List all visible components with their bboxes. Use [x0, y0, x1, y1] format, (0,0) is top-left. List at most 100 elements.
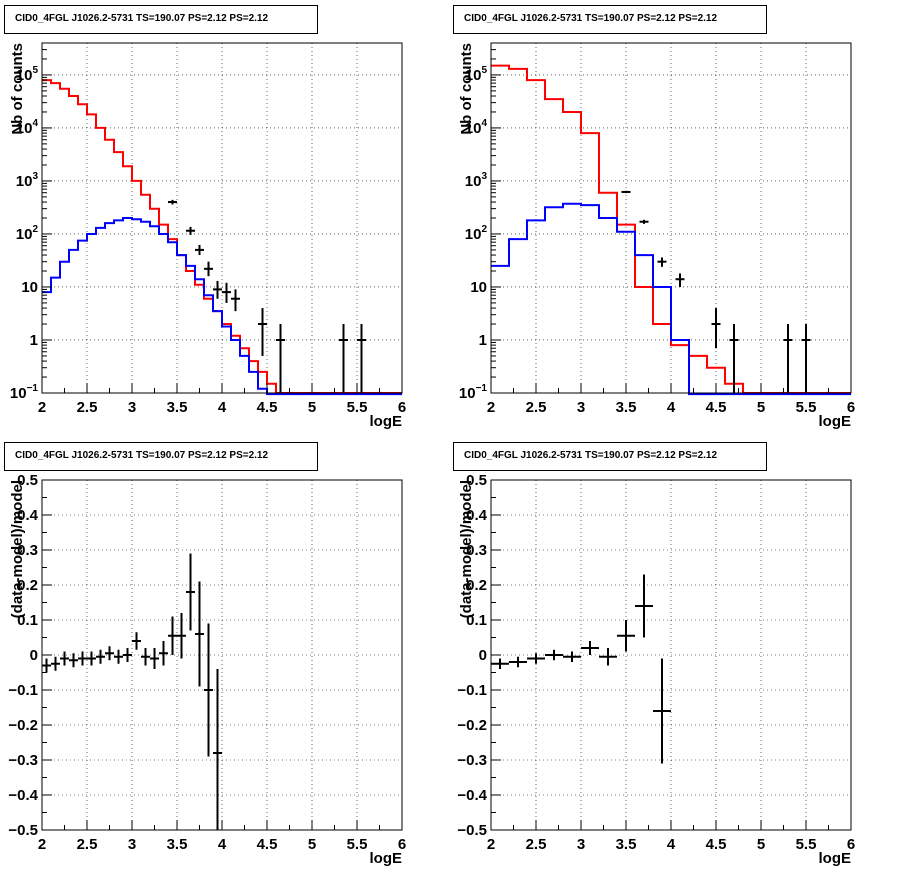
y-tick-label: 0.2 — [17, 577, 38, 594]
data-point — [168, 616, 177, 655]
x-tick-label: 2 — [38, 399, 46, 416]
data-point — [195, 581, 204, 687]
data-point — [599, 648, 617, 666]
x-tick-label: 3 — [128, 399, 136, 416]
data-point — [639, 219, 649, 224]
x-tick-label: 3.5 — [167, 399, 188, 416]
y-tick-label: −0.2 — [457, 717, 487, 734]
y-tick-label: −0.1 — [457, 682, 487, 699]
data-point — [78, 651, 87, 666]
x-tick-label: 5 — [757, 836, 765, 853]
pad-residuals-right: 2 2.5 3 3.5 4 4.5 5 5.5 6 −0.5 −0.4 −0.3 −0.2 −0.1 0 0.… — [449, 437, 898, 874]
data-point — [222, 282, 231, 303]
data-point — [657, 257, 667, 267]
y-tick-label: −0.2 — [8, 717, 38, 734]
data-point — [186, 226, 195, 235]
y-tick-label: 0.3 — [17, 542, 38, 559]
plot-title: CID0_4FGL J1026.2-5731 TS=190.07 PS=2.12… — [453, 442, 767, 471]
y-tick-label: 0.1 — [17, 612, 38, 629]
x-tick-label: 3 — [577, 399, 585, 416]
y-tick-label: 0 — [30, 647, 38, 664]
plot-title: CID0_4FGL J1026.2-5731 TS=190.07 PS=2.12… — [4, 442, 318, 471]
x-tick-label: 2.5 — [526, 399, 547, 416]
pad-residuals-left: 2 2.5 3 3.5 4 4.5 5 5.5 6 −0.5 −0.4 −0.3 −0.2 −0.1 0 0.… — [0, 437, 449, 874]
data-point — [563, 651, 581, 662]
data-point — [617, 620, 635, 652]
counts-plot-right: 2 2.5 3 3.5 4 4.5 5 5.5 6 10−1 1 10 102 103 104 105 logE… — [458, 42, 855, 430]
x-tick-label: 4.5 — [706, 836, 727, 853]
data-point — [132, 632, 141, 650]
data-point — [213, 669, 222, 830]
x-tick-label: 3.5 — [167, 836, 188, 853]
y-axis-label: (data-model)/model — [9, 480, 26, 618]
x-tick-label: 4 — [218, 399, 227, 416]
y-tick-label: 104 — [465, 118, 488, 137]
x-tick-label: 6 — [398, 836, 406, 853]
plot-title: CID0_4FGL J1026.2-5731 TS=190.07 PS=2.12… — [4, 5, 318, 34]
y-tick-label: 105 — [16, 65, 39, 84]
y-axis-label: (data-model)/model — [458, 480, 475, 618]
data-point — [114, 649, 123, 664]
data-point — [87, 651, 96, 666]
y-tick-label: 102 — [465, 224, 488, 243]
data-point — [339, 324, 348, 393]
data-point — [675, 273, 685, 287]
y-tick-label: 0.1 — [466, 612, 487, 629]
y-tick-label: −0.3 — [8, 752, 38, 769]
series-total-model — [491, 64, 851, 394]
data-point — [60, 651, 69, 666]
series-source-model — [42, 217, 402, 396]
x-tick-label: 3 — [577, 836, 585, 853]
y-tick-label: 0.2 — [466, 577, 487, 594]
y-tick-label: 1 — [30, 332, 38, 349]
x-tick-label: 6 — [847, 399, 855, 416]
y-tick-label: −0.4 — [8, 787, 38, 804]
y-tick-label: 0.5 — [17, 472, 38, 489]
counts-plot-left: 2 2.5 3 3.5 4 4.5 5 5.5 6 10−1 1 10 102 103 104 105 logE… — [9, 42, 406, 430]
data-point — [141, 648, 150, 666]
y-tick-label: 103 — [465, 171, 488, 190]
data-point — [195, 244, 204, 256]
data-point — [177, 613, 186, 659]
data-point — [150, 648, 159, 669]
y-axis-label: Nb of counts — [458, 43, 475, 135]
data-point — [509, 656, 527, 668]
data-point — [491, 658, 509, 669]
x-tick-label: 4.5 — [257, 399, 278, 416]
y-tick-label: −0.5 — [457, 822, 487, 839]
x-tick-label: 6 — [398, 399, 406, 416]
x-tick-label: 4.5 — [706, 399, 727, 416]
y-tick-label: 10 — [21, 279, 38, 296]
data-point — [69, 653, 78, 668]
x-tick-label: 5 — [308, 399, 316, 416]
data-point — [105, 646, 114, 661]
y-tick-label: 105 — [465, 65, 488, 84]
plot-title: CID0_4FGL J1026.2-5731 TS=190.07 PS=2.12… — [453, 5, 767, 34]
x-tick-label: 2.5 — [77, 836, 98, 853]
y-tick-label: −0.3 — [457, 752, 487, 769]
x-axis-label: logE — [819, 850, 852, 867]
x-tick-label: 6 — [847, 836, 855, 853]
x-tick-label: 3.5 — [616, 399, 637, 416]
y-tick-label: 10−1 — [10, 383, 39, 402]
data-point — [204, 261, 213, 277]
series-source-model — [491, 202, 851, 396]
data-point — [653, 658, 671, 764]
y-tick-label: 0.3 — [466, 542, 487, 559]
data-point — [635, 574, 653, 638]
x-tick-label: 2 — [38, 836, 46, 853]
data-point — [729, 324, 739, 393]
x-tick-label: 5.5 — [796, 399, 817, 416]
data-point — [213, 280, 222, 299]
data-point — [204, 623, 213, 757]
y-tick-label: 0.5 — [466, 472, 487, 489]
residuals-plot-right: 2 2.5 3 3.5 4 4.5 5 5.5 6 −0.5 −0.4 −0.3 −0.2 −0.1 0 0.… — [457, 472, 855, 867]
x-tick-label: 2 — [487, 836, 495, 853]
data-point — [123, 648, 132, 662]
y-tick-label: 0 — [479, 647, 487, 664]
data-point — [276, 324, 285, 393]
data-point — [711, 308, 721, 349]
x-tick-label: 2 — [487, 399, 495, 416]
x-tick-label: 3 — [128, 836, 136, 853]
data-point — [527, 653, 545, 664]
